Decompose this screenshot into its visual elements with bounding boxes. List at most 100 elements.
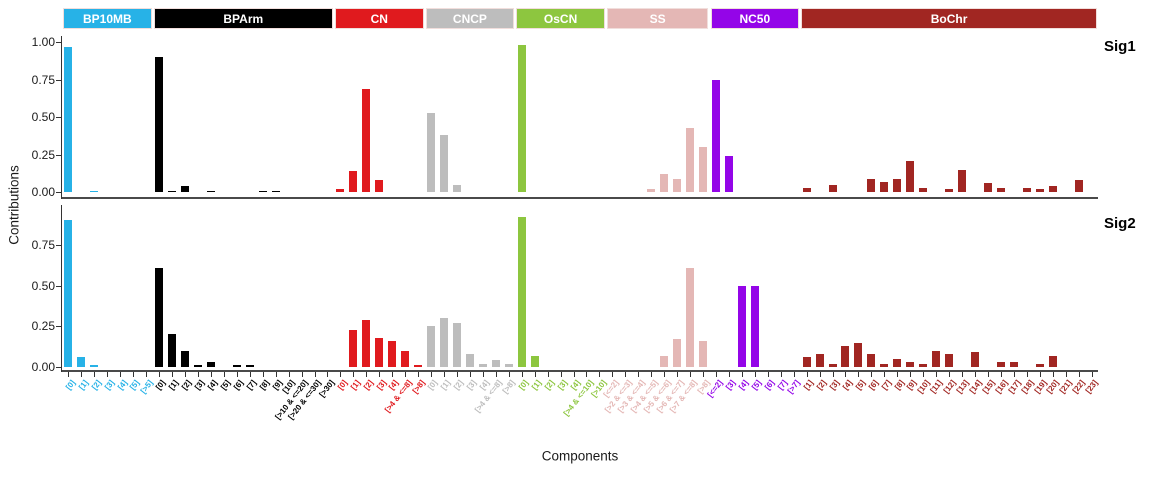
x-category-label-cncp: [1] — [439, 378, 453, 392]
bar-bochr-sig1 — [880, 181, 889, 192]
x-tick-mark — [767, 372, 769, 377]
x-tick-mark — [858, 372, 860, 377]
x-tick-mark — [223, 372, 225, 377]
facet-label-sig1: Sig1 — [1104, 38, 1136, 55]
group-strip-bp10mb: BP10MB — [63, 8, 152, 29]
x-category-label-oscn: [3] — [555, 378, 569, 392]
group-strip-nc50: NC50 — [710, 8, 800, 29]
x-tick-mark — [172, 372, 174, 377]
x-tick-mark — [288, 372, 290, 377]
y-axis-line-sig2 — [61, 205, 62, 372]
bar-oscn-sig2 — [530, 355, 539, 367]
y-tick-label: 0.50 — [31, 110, 55, 124]
x-tick-mark — [1039, 372, 1041, 377]
y-tick-mark — [56, 244, 61, 246]
x-tick-mark — [236, 372, 238, 377]
x-category-label-oscn: [0] — [516, 378, 531, 392]
bar-bochr-sig1 — [1022, 187, 1031, 192]
facet-label-sig2: Sig2 — [1104, 215, 1136, 232]
y-tick-mark — [56, 79, 61, 81]
bar-ss-sig2 — [673, 339, 682, 367]
group-strip-label: SS — [649, 11, 666, 26]
x-category-label-cn: [3] — [374, 378, 388, 392]
x-axis-title: Components — [541, 448, 619, 464]
x-tick-mark — [146, 372, 148, 377]
x-category-label-bochr: [3] — [827, 378, 841, 392]
bar-bp10mb-sig2 — [77, 357, 86, 367]
group-strip-label: BP10MB — [82, 11, 132, 26]
x-category-label-bparm: [0] — [154, 378, 168, 392]
y-tick-mark — [56, 326, 61, 328]
x-tick-mark — [405, 372, 407, 377]
bar-bochr-sig2 — [867, 353, 876, 367]
x-category-label-bparm: [1] — [167, 378, 181, 392]
bar-bochr-sig2 — [996, 362, 1005, 367]
x-axis-line-sig1 — [62, 197, 1098, 199]
x-category-label-bp10mb: [0] — [63, 378, 77, 392]
bar-cncp-sig2 — [504, 363, 513, 367]
group-strip-label: BPArm — [223, 11, 264, 26]
x-tick-mark — [560, 372, 562, 377]
x-tick-mark — [728, 372, 730, 377]
bar-cn-sig2 — [349, 329, 358, 367]
x-tick-mark — [314, 372, 316, 377]
x-tick-mark — [1000, 372, 1002, 377]
x-tick-mark — [599, 372, 601, 377]
group-strip-label: BoChr — [930, 11, 968, 26]
y-tick-label: 0.50 — [31, 278, 55, 293]
bar-bparm-sig2 — [155, 267, 164, 367]
x-tick-mark — [340, 372, 342, 377]
x-category-label-bp10mb: [3] — [102, 378, 116, 392]
x-tick-mark — [1026, 372, 1028, 377]
x-tick-mark — [210, 372, 212, 377]
bar-ss-sig1 — [647, 189, 656, 192]
bar-oscn-sig1 — [517, 45, 526, 192]
y-axis-title: Contributions — [6, 165, 22, 245]
bar-bparm-sig2 — [232, 365, 241, 367]
x-tick-mark — [819, 372, 821, 377]
x-category-label-bparm: [3] — [193, 378, 207, 392]
x-tick-mark — [715, 372, 717, 377]
y-tick-mark — [56, 192, 61, 193]
bar-cncp-sig2 — [427, 326, 436, 367]
y-axis-line-sig1 — [61, 36, 62, 199]
x-tick-mark — [832, 372, 834, 377]
y-tick-label: 0.75 — [31, 237, 55, 252]
group-strip-cncp: CNCP — [425, 8, 515, 29]
bar-bochr-sig1 — [983, 183, 992, 192]
x-category-label-bochr: [5] — [853, 378, 867, 392]
bar-bparm-sig1 — [155, 57, 164, 192]
x-tick-mark — [534, 372, 536, 377]
x-tick-mark — [754, 372, 756, 377]
bar-bochr-sig2 — [1009, 362, 1018, 367]
x-category-label-bparm: [2] — [180, 378, 194, 392]
x-tick-mark — [962, 372, 964, 377]
x-tick-mark — [185, 372, 187, 377]
bar-bochr-sig2 — [932, 350, 941, 367]
bar-cncp-sig1 — [427, 112, 436, 192]
bar-ss-sig2 — [686, 267, 695, 367]
group-strip-ss: SS — [606, 8, 709, 29]
bar-bochr-sig1 — [996, 187, 1005, 192]
bar-bochr-sig2 — [854, 342, 863, 367]
bar-ss-sig1 — [686, 127, 695, 192]
x-tick-mark — [456, 372, 458, 377]
x-category-label-bochr: [1] — [801, 378, 815, 392]
bar-nc50-sig1 — [724, 156, 733, 192]
bar-nc50-sig1 — [711, 79, 720, 192]
bar-cn-sig1 — [349, 171, 358, 192]
x-tick-mark — [664, 372, 666, 377]
x-tick-mark — [897, 372, 899, 377]
bar-cn-sig2 — [414, 365, 423, 367]
x-category-label-cn: [0] — [335, 378, 349, 392]
x-tick-mark — [625, 372, 627, 377]
y-tick-label: 0.25 — [31, 319, 55, 334]
x-category-label-bochr: [4] — [840, 378, 854, 392]
bar-ss-sig1 — [660, 174, 669, 192]
x-axis-line-sig2 — [62, 370, 1098, 372]
bar-cncp-sig1 — [440, 135, 449, 192]
bar-cncp-sig2 — [478, 363, 487, 367]
x-tick-mark — [133, 372, 135, 377]
x-category-label-bochr: [8] — [892, 378, 906, 392]
x-tick-mark — [469, 372, 471, 377]
